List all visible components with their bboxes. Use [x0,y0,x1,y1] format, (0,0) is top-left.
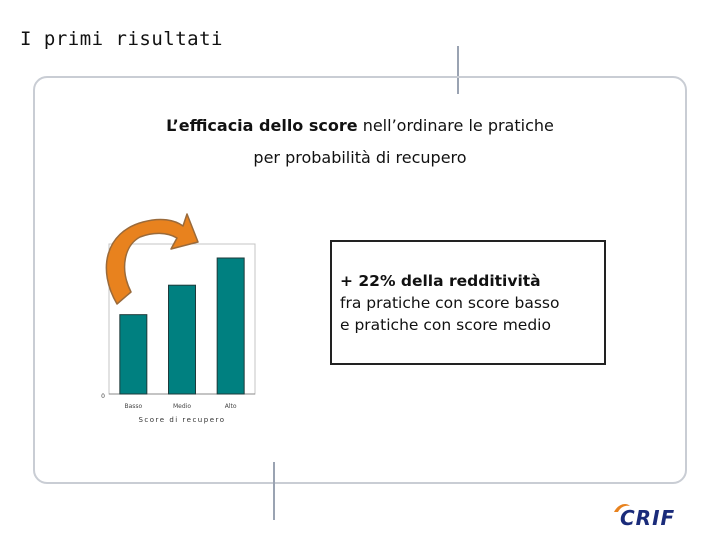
logo-swoosh-icon [614,504,630,512]
bottom-divider [273,462,275,520]
callout-line-2: fra pratiche con score basso [340,294,560,312]
subtitle-rest: nell’ordinare le pratiche [357,116,554,135]
curved-arrow-icon [105,213,199,305]
subtitle-bold: L’efficacia dello score [166,116,358,135]
x-axis-label: Score di recupero [138,416,225,424]
bar-basso [119,314,148,395]
score-bar-chart: 0 Basso Medio Alto Score di recupero [101,213,256,424]
callout-line-3: e pratiche con score medio [340,316,551,334]
subtitle-line-1: L’efficacia dello score nell’ordinare le… [0,116,720,135]
callout-headline: + 22% della redditività [340,272,541,290]
logo-text: CRIF [620,506,675,530]
y-tick-zero: 0 [101,393,105,400]
result-callout: + 22% della redditività fra pratiche con… [330,240,606,365]
x-tick-basso: Basso [124,403,142,410]
top-divider [457,46,459,94]
bar-alto [216,257,245,395]
x-tick-alto: Alto [225,403,237,410]
subtitle-line-2: per probabilità di recupero [253,148,467,167]
slide-title: I primi risultati [20,28,223,50]
crif-logo: CRIF [614,504,675,530]
content-frame [33,76,687,484]
bar-medio [168,284,196,395]
x-tick-medio: Medio [173,403,191,410]
